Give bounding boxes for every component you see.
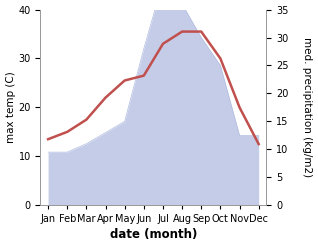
X-axis label: date (month): date (month) <box>110 228 197 242</box>
Y-axis label: med. precipitation (kg/m2): med. precipitation (kg/m2) <box>302 37 313 177</box>
Y-axis label: max temp (C): max temp (C) <box>5 72 16 143</box>
